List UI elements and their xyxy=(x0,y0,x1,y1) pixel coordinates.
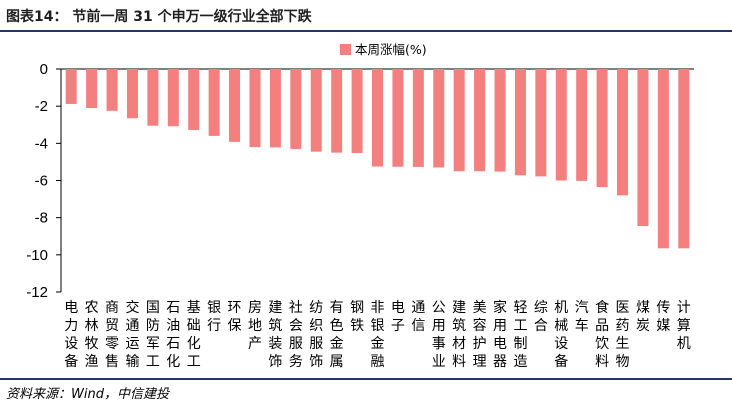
category-label: 煤炭 xyxy=(636,300,650,334)
bar xyxy=(147,69,159,126)
category-label: 基础化工 xyxy=(187,299,201,370)
y-tick-label: -6 xyxy=(35,173,48,190)
category-label: 环保 xyxy=(228,300,242,334)
bar xyxy=(678,69,690,249)
bar xyxy=(229,69,241,142)
bar xyxy=(249,69,261,148)
category-label: 机械设备 xyxy=(554,300,568,370)
bar xyxy=(106,69,118,111)
category-label: 传媒 xyxy=(656,300,670,334)
bar xyxy=(514,69,526,176)
figure-title: 图表14： 节前一周 31 个申万一级行业全部下跌 xyxy=(6,9,312,25)
footer-rule xyxy=(0,378,732,380)
bar xyxy=(331,69,343,153)
title-rule xyxy=(0,30,732,32)
bar xyxy=(535,69,547,177)
category-label: 轻工制造 xyxy=(513,300,527,370)
bar xyxy=(269,69,281,148)
bar xyxy=(453,69,465,172)
category-label: 社会服务 xyxy=(289,300,303,370)
y-tick-label: -12 xyxy=(26,284,48,301)
bar xyxy=(167,69,179,127)
category-label: 纺织服饰 xyxy=(309,300,323,370)
category-label: 综合 xyxy=(534,300,548,334)
y-tick-label: -2 xyxy=(35,98,48,115)
y-tick-label: -10 xyxy=(26,247,48,264)
bar xyxy=(433,69,445,168)
bar xyxy=(657,69,669,249)
bar xyxy=(208,69,220,136)
category-label: 国防军工 xyxy=(146,300,160,370)
legend: 本周涨幅(%) xyxy=(340,42,427,57)
category-label: 建筑装饰 xyxy=(268,300,282,370)
category-label: 农林牧渔 xyxy=(85,300,99,370)
category-label: 有色金属 xyxy=(330,300,344,370)
y-tick-label: 0 xyxy=(40,61,48,78)
bar xyxy=(494,69,506,172)
category-label: 钢铁 xyxy=(350,300,364,334)
bar xyxy=(637,69,649,227)
y-tick-label: -4 xyxy=(35,135,48,152)
bar xyxy=(596,69,608,187)
category-label: 美容护理 xyxy=(473,300,487,370)
category-label: 交通运输 xyxy=(125,299,139,370)
bar xyxy=(126,69,138,119)
bar-chart: 本周涨幅(%) 0 -2 -4 -6 -8 -10 -12 电力设备农林牧渔商贸零售交通运输… xyxy=(26,42,694,370)
bar xyxy=(65,69,77,104)
legend-swatch xyxy=(340,44,351,55)
y-tick-label: -8 xyxy=(35,210,48,227)
bar xyxy=(576,69,588,181)
bar xyxy=(392,69,404,167)
category-label: 计算机 xyxy=(677,300,691,352)
bar xyxy=(351,69,363,153)
category-label: 房地产 xyxy=(248,300,262,352)
bar xyxy=(290,69,302,149)
category-label: 电力设备 xyxy=(64,300,78,370)
bar xyxy=(372,69,383,167)
category-label: 电子 xyxy=(391,300,405,334)
bar xyxy=(86,69,98,109)
category-label: 石油石化 xyxy=(166,300,180,370)
category-label: 非银金融 xyxy=(371,300,385,370)
category-label: 商贸零售 xyxy=(105,300,119,370)
category-label: 公用事业 xyxy=(432,300,446,370)
source-note: 资料来源：Wind，中信建投 xyxy=(6,387,169,402)
bar xyxy=(555,69,567,181)
bar xyxy=(310,69,322,152)
category-label: 汽车 xyxy=(575,300,589,334)
category-label: 家用电器 xyxy=(493,299,507,370)
category-label: 通信 xyxy=(411,300,425,334)
bar xyxy=(412,69,424,167)
category-label: 医药生物 xyxy=(616,300,630,370)
bar xyxy=(188,69,200,130)
category-label: 银行 xyxy=(207,300,221,334)
bar xyxy=(617,69,629,196)
bar xyxy=(474,69,486,172)
category-label: 建筑材料 xyxy=(452,300,466,370)
category-label: 食品饮料 xyxy=(595,299,609,370)
legend-label: 本周涨幅(%) xyxy=(355,42,427,57)
